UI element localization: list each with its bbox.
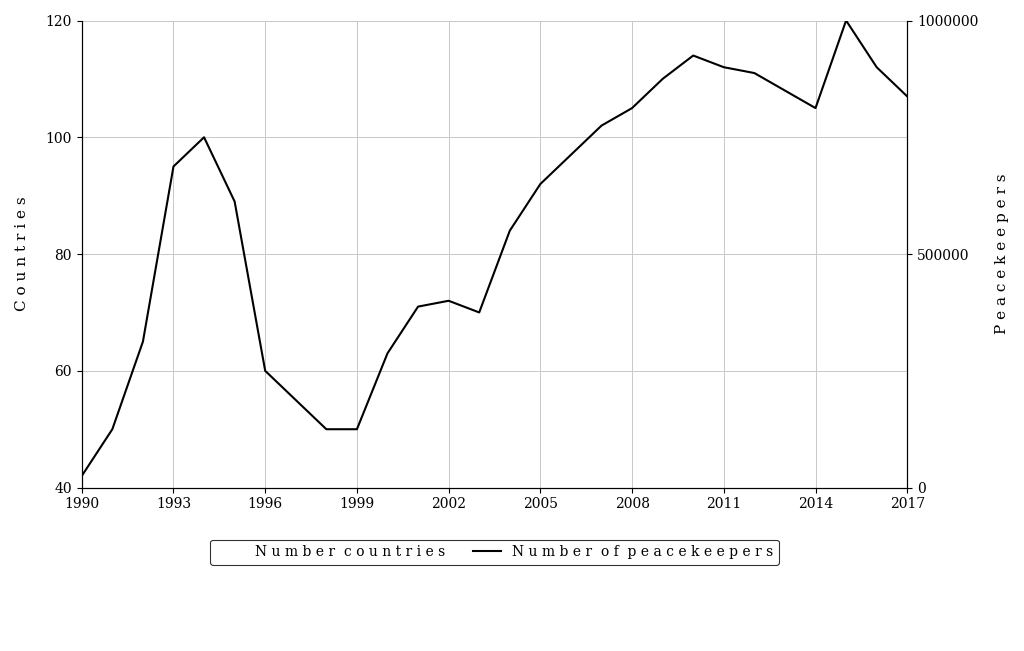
Legend: N u m b e r  c o u n t r i e s, N u m b e r  o f  p e a c e k e e p e r s: N u m b e r c o u n t r i e s, N u m b e… — [210, 540, 778, 565]
Y-axis label: P e a c e k e e p e r s: P e a c e k e e p e r s — [995, 174, 1009, 335]
Y-axis label: C o u n t r i e s: C o u n t r i e s — [15, 197, 29, 311]
